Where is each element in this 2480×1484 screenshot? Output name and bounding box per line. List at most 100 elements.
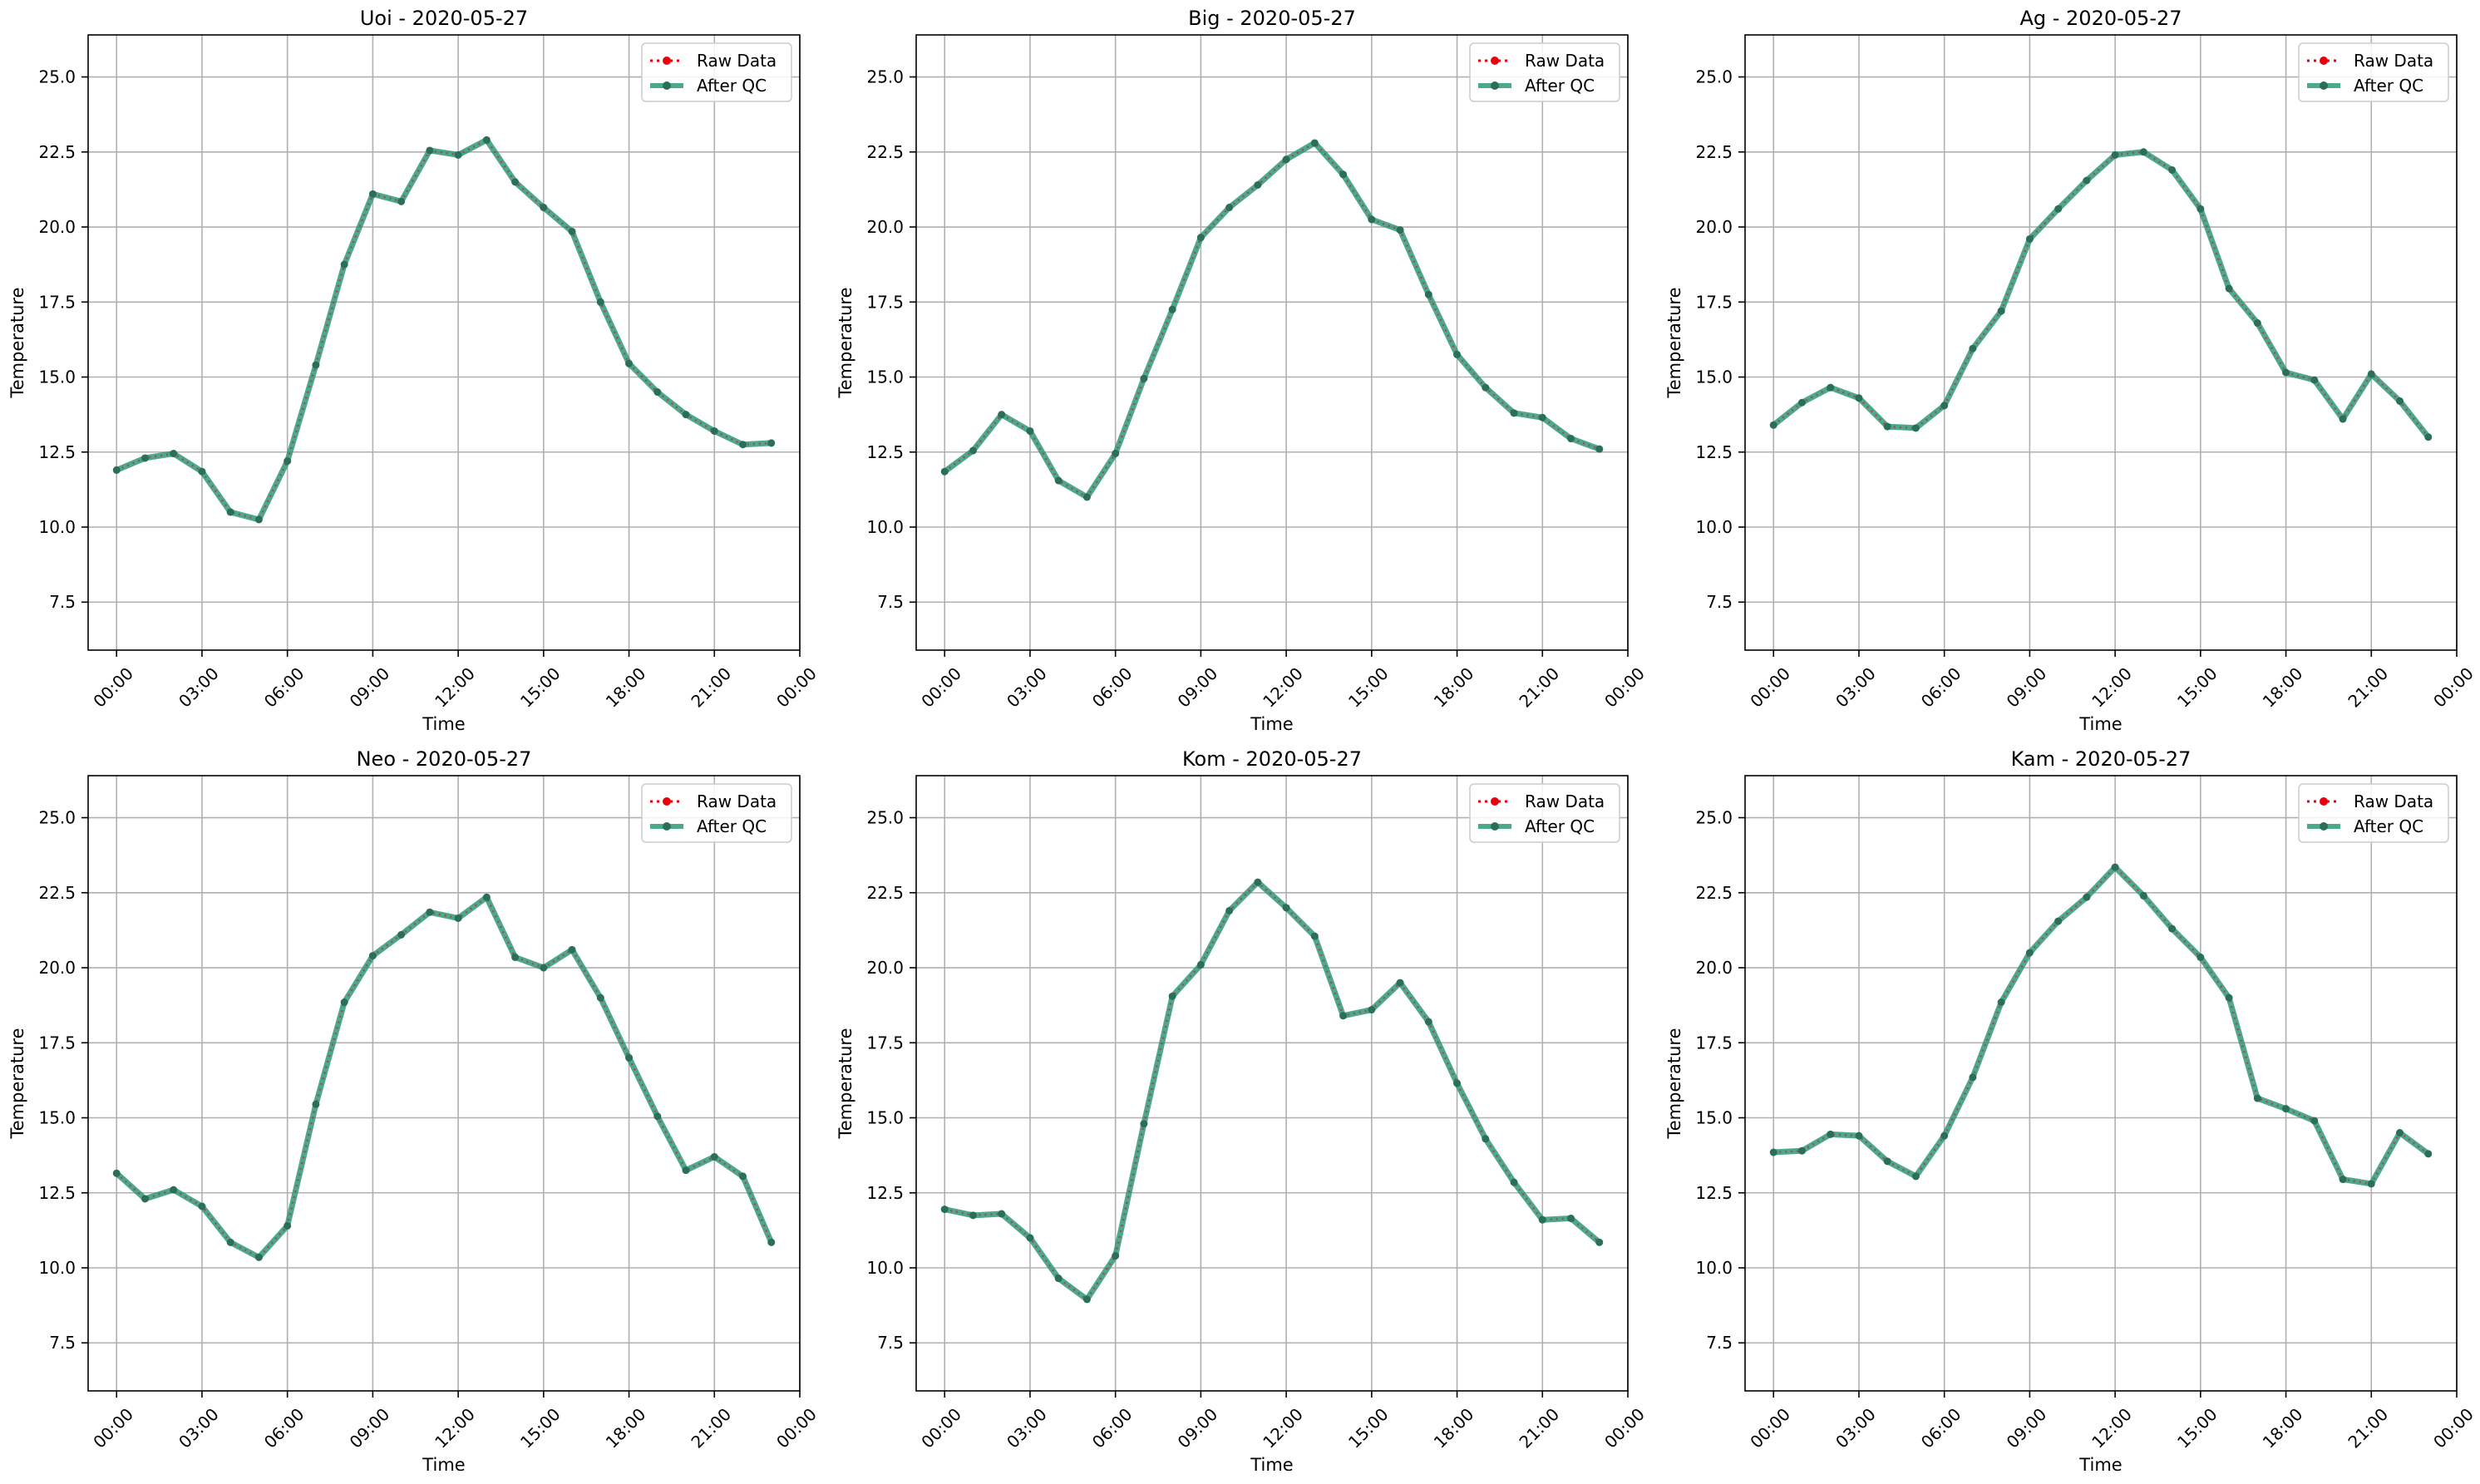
x-tick-label: 18:00 <box>602 1404 650 1452</box>
data-point <box>568 945 576 954</box>
data-point <box>1112 450 1120 458</box>
y-tick-label: 7.5 <box>1706 592 1733 612</box>
x-tick-label: 09:00 <box>2003 663 2051 712</box>
data-point <box>1225 204 1234 212</box>
x-tick-label: 00:00 <box>1600 1404 1649 1452</box>
x-tick-label: 06:00 <box>260 1404 308 1452</box>
data-point <box>254 1253 263 1261</box>
x-axis-label: Time <box>422 1455 465 1475</box>
data-point <box>1595 445 1604 453</box>
x-tick-label: 12:00 <box>431 663 479 712</box>
legend-label-after-qc: After QC <box>1525 816 1595 836</box>
data-point <box>682 1166 690 1175</box>
y-tick-label: 10.0 <box>866 1258 904 1278</box>
data-point <box>767 439 776 447</box>
series-line-after-qc <box>115 136 772 523</box>
data-point <box>283 1221 292 1230</box>
data-point <box>1140 1120 1148 1128</box>
series-line-after-qc <box>1772 149 2431 439</box>
series-line-raw-data <box>1772 150 2429 438</box>
data-point <box>1969 344 1977 353</box>
data-point <box>482 893 491 901</box>
legend: Raw Data After QC <box>2298 783 2449 843</box>
data-point <box>940 1205 949 1214</box>
data-point <box>1883 422 1891 431</box>
data-point <box>653 1112 662 1121</box>
data-point <box>426 146 434 155</box>
data-point <box>1997 998 2005 1007</box>
legend-label-raw-data: Raw Data <box>697 791 777 811</box>
y-tick-label: 15.0 <box>866 367 904 387</box>
x-tick-label: 15:00 <box>516 1404 565 1452</box>
x-tick-label: 09:00 <box>2003 1404 2051 1452</box>
data-point <box>426 908 434 916</box>
y-tick-label: 22.5 <box>866 142 904 162</box>
x-tick-label: 12:00 <box>2088 663 2136 712</box>
y-tick-label: 20.0 <box>1695 217 1733 237</box>
y-tick-label: 10.0 <box>1695 1258 1733 1278</box>
data-point <box>2168 165 2177 174</box>
data-point <box>1339 1012 1348 1020</box>
data-point <box>2253 1094 2261 1102</box>
y-tick-label: 17.5 <box>866 292 904 312</box>
x-tick-label: 21:00 <box>687 663 735 712</box>
y-tick-label: 22.5 <box>38 142 76 162</box>
x-tick-label: 09:00 <box>1174 1404 1222 1452</box>
legend-marker-after-qc <box>1491 822 1499 831</box>
chart-title: Kam - 2020-05-27 <box>2011 747 2192 771</box>
data-point <box>1969 1073 1977 1082</box>
grid <box>916 776 1629 1391</box>
x-tick-label: 06:00 <box>1088 1404 1136 1452</box>
x-tick-label: 09:00 <box>1174 663 1222 712</box>
y-axis-label: Temperature <box>7 1028 27 1139</box>
data-point <box>2083 893 2091 901</box>
data-point <box>1769 421 1777 429</box>
y-tick-label: 20.0 <box>866 217 904 237</box>
data-point <box>1282 904 1290 912</box>
data-point <box>1510 1178 1518 1186</box>
chart-title: Neo - 2020-05-27 <box>357 747 532 771</box>
data-point <box>1140 374 1148 382</box>
y-tick-label: 25.0 <box>1695 808 1733 828</box>
data-point <box>1827 383 1835 392</box>
data-point <box>2197 953 2205 961</box>
data-point <box>540 964 548 972</box>
legend-label-raw-data: Raw Data <box>2354 51 2433 71</box>
data-point <box>1453 350 1462 358</box>
axes-frame <box>87 775 801 1392</box>
data-point <box>312 361 320 369</box>
axes-frame <box>87 34 801 651</box>
data-point <box>368 952 377 960</box>
x-tick-label: 03:00 <box>175 1404 223 1452</box>
chart-panel: 7.5 10.0 12.5 15.0 17.5 20.0 22.5 25.0 00:00 03:0… <box>828 741 1656 1481</box>
data-point <box>254 515 263 524</box>
y-tick-label: 12.5 <box>38 1183 76 1203</box>
data-point <box>226 508 234 516</box>
x-tick-label: 18:00 <box>1430 1404 1478 1452</box>
x-tick-label: 18:00 <box>1430 663 1478 712</box>
data-point <box>2396 397 2404 405</box>
chart-svg: 7.5 10.0 12.5 15.0 17.5 20.0 22.5 25.0 00:00 03:0… <box>1664 7 2478 734</box>
x-axis-label: Time <box>2078 714 2122 734</box>
axes-frame <box>915 775 1629 1392</box>
data-point <box>1940 1131 1949 1140</box>
data-point <box>312 1100 320 1108</box>
data-point <box>2225 993 2233 1002</box>
x-tick-label: 15:00 <box>1344 663 1393 712</box>
data-point <box>568 227 576 235</box>
data-point <box>625 359 634 367</box>
data-point <box>1567 1214 1575 1222</box>
data-point <box>2054 205 2063 213</box>
data-point <box>969 1211 977 1220</box>
y-tick-label: 10.0 <box>1695 517 1733 537</box>
data-point <box>1310 139 1319 147</box>
data-point <box>1424 1018 1432 1026</box>
legend-label-after-qc: After QC <box>697 76 767 96</box>
y-tick-label: 25.0 <box>1695 67 1733 87</box>
y-tick-label: 17.5 <box>1695 1033 1733 1053</box>
data-point <box>682 411 690 419</box>
data-point <box>226 1238 234 1246</box>
data-point <box>2253 319 2261 328</box>
data-point <box>1797 398 1806 407</box>
data-point <box>596 298 604 306</box>
